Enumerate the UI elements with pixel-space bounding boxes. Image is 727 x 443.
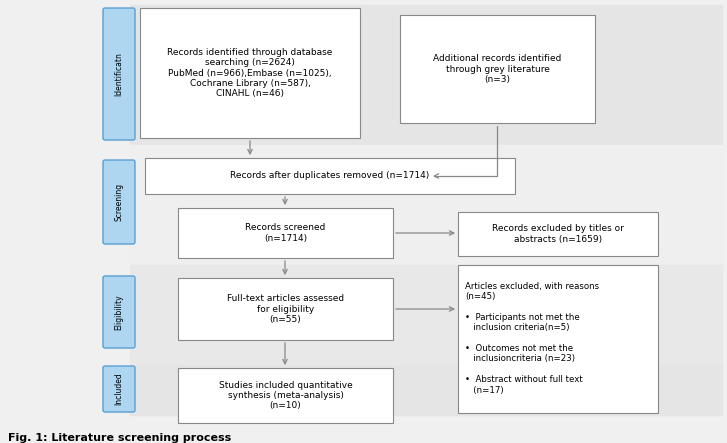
Text: Fig. 1: Literature screening process: Fig. 1: Literature screening process — [8, 433, 231, 443]
Text: Additional records identified
through grey literature
(n=3): Additional records identified through gr… — [433, 54, 562, 84]
FancyBboxPatch shape — [400, 15, 595, 123]
FancyBboxPatch shape — [178, 278, 393, 340]
Text: Records identified through database
searching (n=2624)
PubMed (n=966),Embase (n=: Records identified through database sear… — [167, 48, 333, 98]
Text: Included: Included — [114, 373, 124, 405]
Text: Studies included quantitative
synthesis (meta-analysis)
(n=10): Studies included quantitative synthesis … — [219, 381, 353, 410]
FancyBboxPatch shape — [178, 208, 393, 258]
Text: Eligibility: Eligibility — [114, 294, 124, 330]
FancyBboxPatch shape — [103, 276, 135, 348]
FancyBboxPatch shape — [103, 160, 135, 244]
FancyBboxPatch shape — [140, 8, 360, 138]
FancyBboxPatch shape — [103, 366, 135, 412]
FancyBboxPatch shape — [458, 265, 658, 413]
FancyBboxPatch shape — [458, 212, 658, 256]
Text: Articles excluded, with reasons
(n=45)

•  Participants not met the
   inclusion: Articles excluded, with reasons (n=45) •… — [465, 281, 599, 395]
FancyBboxPatch shape — [103, 8, 135, 140]
FancyBboxPatch shape — [178, 368, 393, 423]
Text: Identificatn: Identificatn — [114, 52, 124, 96]
FancyBboxPatch shape — [145, 158, 515, 194]
Text: Records screened
(n=1714): Records screened (n=1714) — [245, 223, 326, 243]
Text: Records excluded by titles or
abstracts (n=1659): Records excluded by titles or abstracts … — [492, 224, 624, 244]
Text: Full-text articles assessed
for eligibility
(n=55): Full-text articles assessed for eligibil… — [227, 294, 344, 324]
Text: Screening: Screening — [114, 183, 124, 221]
Text: Records after duplicates removed (n=1714): Records after duplicates removed (n=1714… — [230, 171, 430, 180]
